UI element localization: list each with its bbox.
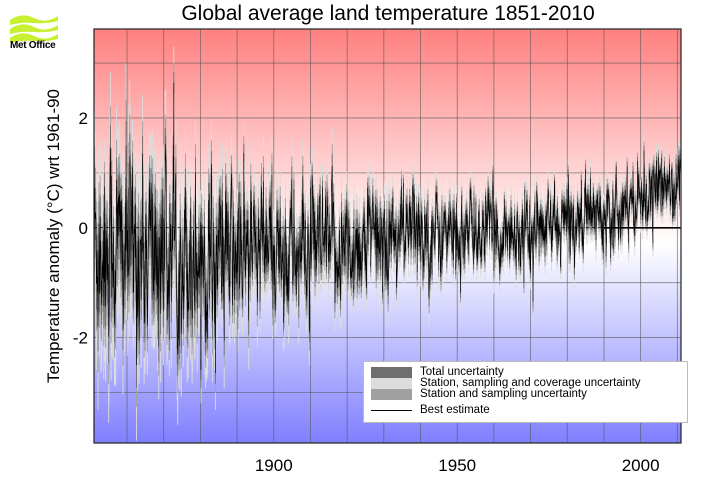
y-axis-ticks: 2 0 -2 <box>73 109 88 348</box>
logo-text: Met Office <box>10 40 56 51</box>
legend-swatch-station-sampling-uncertainty <box>371 389 412 400</box>
legend-swatch-best-estimate <box>371 410 412 411</box>
chart-title: Global average land temperature 1851-201… <box>181 2 595 25</box>
x-tick-label: 1950 <box>438 456 476 475</box>
legend-label-best-estimate: Best estimate <box>420 404 490 416</box>
met-office-logo-icon <box>10 15 58 43</box>
legend-swatch-total-uncertainty <box>371 367 412 378</box>
y-tick-label: -2 <box>73 329 88 348</box>
plot-frame <box>93 28 682 444</box>
legend-label-total-uncertainty: Total uncertainty <box>420 366 504 378</box>
y-tick-label: 2 <box>79 109 88 128</box>
legend-label-station-sampling-uncertainty: Station and sampling uncertainty <box>420 388 587 400</box>
legend-label-coverage-uncertainty: Station, sampling and coverage uncertain… <box>420 377 641 389</box>
y-tick-label: 0 <box>79 219 88 238</box>
x-axis-ticks: 1900 1950 2000 <box>255 456 660 475</box>
legend-swatch-coverage-uncertainty <box>371 378 412 389</box>
x-tick-label: 2000 <box>622 456 660 475</box>
best-estimate-line <box>93 82 681 374</box>
x-tick-label: 1900 <box>255 456 293 475</box>
chart-legend: Total uncertainty Station, sampling and … <box>363 361 688 423</box>
